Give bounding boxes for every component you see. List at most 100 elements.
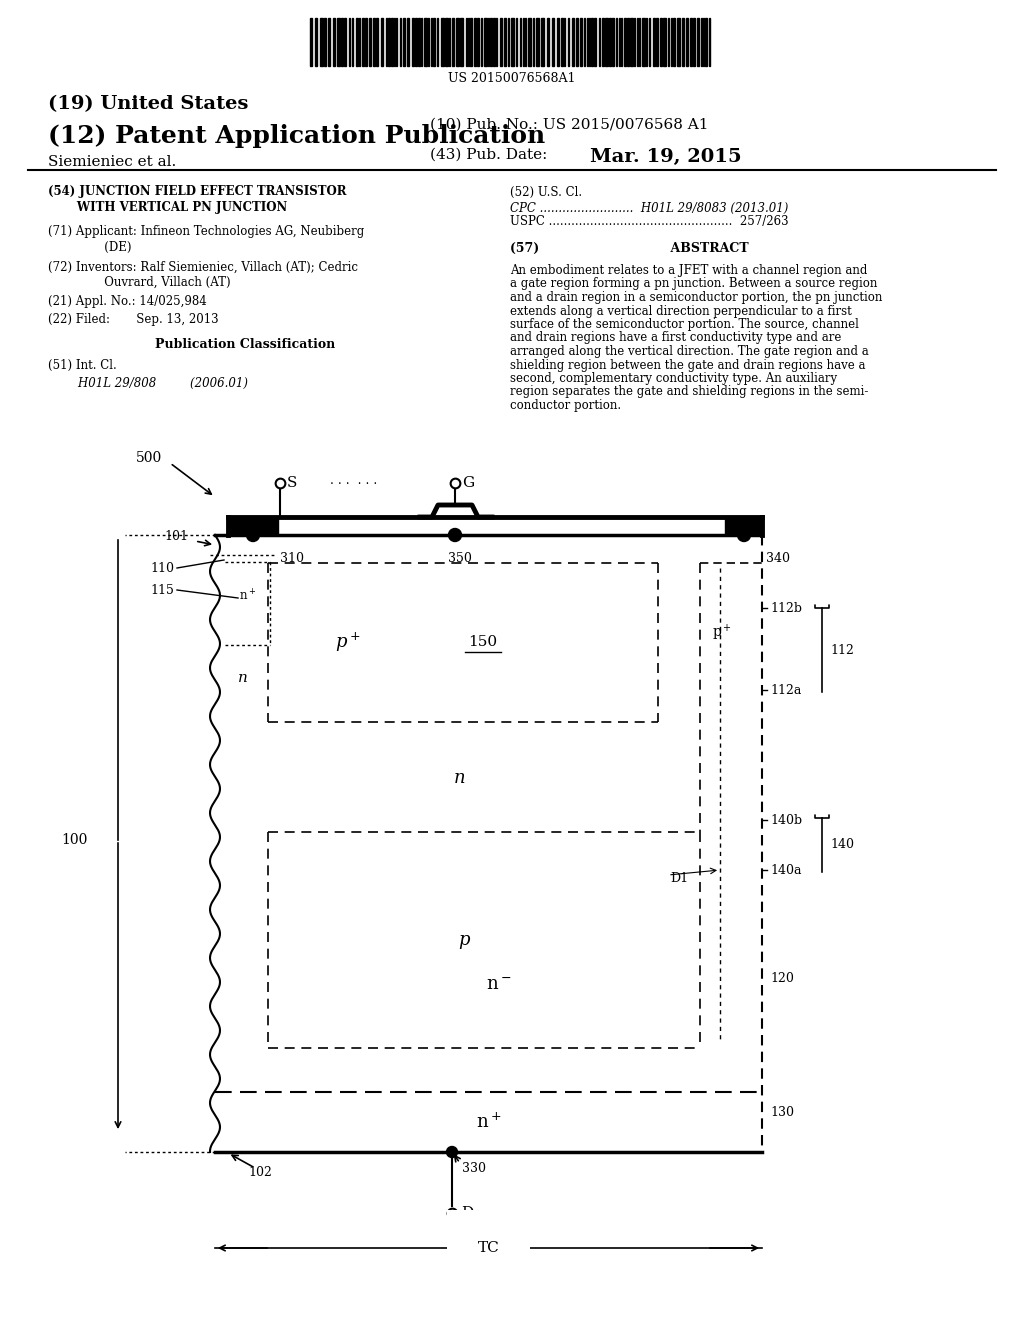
Bar	[575, 18, 578, 66]
Text: An embodiment relates to a JFET with a channel region and: An embodiment relates to a JFET with a c…	[510, 264, 867, 277]
Circle shape	[446, 1147, 458, 1158]
Text: 112b: 112b	[770, 602, 802, 615]
Text: 310: 310	[280, 552, 304, 565]
Bar	[552, 18, 554, 66]
Bar	[561, 18, 563, 66]
Bar	[504, 18, 506, 66]
Text: D1: D1	[670, 871, 688, 884]
Bar	[477, 18, 479, 66]
Bar	[373, 18, 375, 66]
Text: 115: 115	[151, 583, 174, 597]
Bar	[682, 18, 684, 66]
Text: n$^-$: n$^-$	[485, 975, 511, 994]
Text: WITH VERTICAL PN JUNCTION: WITH VERTICAL PN JUNCTION	[48, 201, 288, 214]
Bar	[470, 18, 472, 66]
Text: H01L 29/808         (2006.01): H01L 29/808 (2006.01)	[48, 376, 248, 389]
Text: (72) Inventors: Ralf Siemieniec, Villach (AT); Cedric: (72) Inventors: Ralf Siemieniec, Villach…	[48, 260, 358, 273]
Bar	[474, 18, 476, 66]
Bar	[630, 18, 633, 66]
Text: (43) Pub. Date:: (43) Pub. Date:	[430, 148, 548, 162]
Text: Ouvrard, Villach (AT): Ouvrard, Villach (AT)	[48, 276, 230, 289]
Bar	[624, 18, 626, 66]
Bar	[319, 18, 323, 66]
Text: 140b: 140b	[770, 813, 802, 826]
Text: n: n	[455, 770, 466, 787]
Bar	[456, 18, 459, 66]
Bar	[324, 18, 326, 66]
Bar	[228, 517, 278, 535]
Bar	[656, 18, 658, 66]
Bar	[653, 18, 655, 66]
Text: 112a: 112a	[770, 684, 802, 697]
Text: n$^+$: n$^+$	[239, 587, 256, 603]
Text: S: S	[287, 477, 297, 490]
Text: extends along a vertical direction perpendicular to a first: extends along a vertical direction perpe…	[510, 305, 852, 318]
Bar	[612, 18, 614, 66]
Bar	[403, 18, 406, 66]
Bar	[376, 18, 378, 66]
Bar	[341, 18, 343, 66]
Bar	[433, 18, 435, 66]
Text: second, complementary conductivity type. An auxiliary: second, complementary conductivity type.…	[510, 372, 838, 385]
Text: surface of the semiconductor portion. The source, channel: surface of the semiconductor portion. Th…	[510, 318, 859, 331]
Bar	[388, 18, 390, 66]
Bar	[391, 18, 393, 66]
Text: 500: 500	[136, 451, 162, 465]
Text: (DE): (DE)	[48, 240, 131, 253]
Text: (57)                              ABSTRACT: (57) ABSTRACT	[510, 242, 749, 255]
Text: Siemieniec et al.: Siemieniec et al.	[48, 154, 176, 169]
Bar	[445, 18, 449, 66]
Bar	[660, 18, 662, 66]
Bar	[580, 18, 582, 66]
Bar	[333, 18, 335, 66]
Bar	[528, 18, 531, 66]
Text: . . .  . . .: . . . . . .	[330, 474, 377, 487]
Text: p$^+$: p$^+$	[712, 622, 732, 643]
Bar	[365, 18, 367, 66]
Text: Mar. 19, 2015: Mar. 19, 2015	[590, 148, 741, 166]
Bar	[642, 18, 645, 66]
Bar	[493, 18, 495, 66]
Bar	[356, 18, 358, 66]
Bar	[337, 18, 340, 66]
Bar	[591, 18, 593, 66]
Text: (52) U.S. Cl.: (52) U.S. Cl.	[510, 186, 582, 198]
Bar	[725, 517, 762, 535]
Text: arranged along the vertical direction. The gate region and a: arranged along the vertical direction. T…	[510, 345, 868, 358]
Circle shape	[449, 528, 462, 541]
Bar	[693, 18, 695, 66]
Text: 100: 100	[61, 833, 88, 847]
Text: p: p	[459, 931, 470, 949]
Text: 101: 101	[164, 531, 188, 544]
Text: (54) JUNCTION FIELD EFFECT TRANSISTOR: (54) JUNCTION FIELD EFFECT TRANSISTOR	[48, 186, 346, 198]
Bar	[557, 18, 559, 66]
Text: 112: 112	[830, 644, 854, 656]
Text: 150: 150	[468, 635, 498, 649]
Text: 330: 330	[462, 1162, 486, 1175]
Text: (22) Filed:       Sep. 13, 2013: (22) Filed: Sep. 13, 2013	[48, 314, 219, 326]
Text: 350: 350	[449, 552, 472, 565]
Bar	[418, 18, 420, 66]
Text: USPC .................................................  257/263: USPC ...................................…	[510, 215, 788, 228]
Bar	[415, 18, 417, 66]
Text: 120: 120	[770, 972, 794, 985]
Bar	[541, 18, 544, 66]
Bar	[690, 18, 692, 66]
Text: shielding region between the gate and drain regions have a: shielding region between the gate and dr…	[510, 359, 865, 371]
Bar	[500, 18, 502, 66]
Text: (71) Applicant: Infineon Technologies AG, Neubiberg: (71) Applicant: Infineon Technologies AG…	[48, 226, 365, 239]
Text: conductor portion.: conductor portion.	[510, 399, 622, 412]
Bar	[663, 18, 666, 66]
Bar	[511, 18, 514, 66]
Bar	[609, 18, 611, 66]
Text: region separates the gate and shielding regions in the semi-: region separates the gate and shielding …	[510, 385, 868, 399]
Text: (21) Appl. No.: 14/025,984: (21) Appl. No.: 14/025,984	[48, 296, 207, 309]
Text: 140a: 140a	[770, 863, 802, 876]
Bar	[673, 18, 675, 66]
Text: and a drain region in a semiconductor portion, the pn junction: and a drain region in a semiconductor po…	[510, 290, 883, 304]
Bar	[315, 18, 317, 66]
Text: (51) Int. Cl.: (51) Int. Cl.	[48, 359, 117, 371]
Bar	[536, 18, 539, 66]
Text: and drain regions have a first conductivity type and are: and drain regions have a first conductiv…	[510, 331, 842, 345]
Bar	[705, 18, 707, 66]
